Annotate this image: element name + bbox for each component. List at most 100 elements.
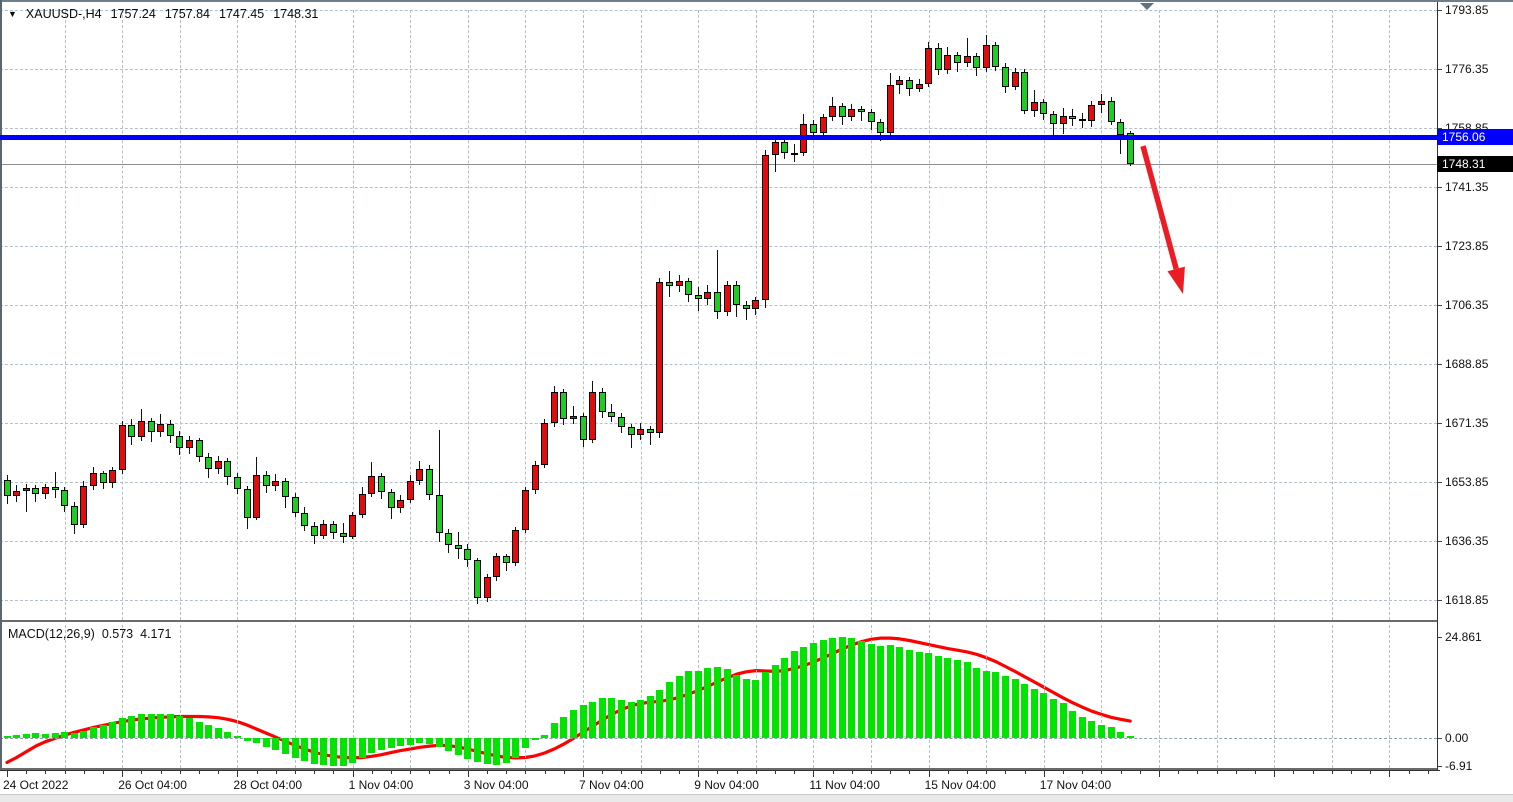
macd-histogram-bar [51,732,59,738]
macd-histogram-bar [1107,727,1115,738]
time-tick [103,771,104,774]
candle [713,292,721,313]
time-tick [295,771,296,774]
macd-histogram-bar [185,718,193,738]
v-gridline [179,625,181,768]
time-tick [1063,771,1064,774]
v-gridline [525,10,527,620]
macd-histogram-bar [435,738,443,747]
h-gridline [0,187,1437,188]
price-tick-label: 1671.35 [1445,416,1489,430]
v-gridline [813,10,815,620]
macd-histogram-bar [541,735,549,738]
price-axis[interactable]: 1793.85 1776.35 1758.85 1741.35 1723.85 1706.… [1437,0,1513,622]
macd-histogram-bar [320,738,328,765]
macd-zero-line [0,738,1437,739]
candle [541,422,549,465]
macd-histogram-bar [445,738,453,751]
candle [1011,71,1019,88]
macd-histogram-bar [761,672,769,738]
symbol-name: XAUUSD-,H4 [25,7,102,21]
candle [109,470,117,483]
v-gridline [467,10,469,620]
candle [944,55,952,71]
candle [425,469,433,495]
macd-histogram-bar [233,735,241,738]
candle-wick [745,300,747,321]
time-tick [1178,771,1180,774]
time-tick [621,771,623,774]
macd-histogram-bar [339,738,347,767]
time-tick [352,771,354,777]
macd-histogram-bar [550,722,558,738]
time-tick [813,771,815,777]
macd-histogram-bar [790,651,798,738]
candle [502,556,510,564]
candle [368,476,376,494]
macd-histogram-bar [656,690,664,738]
time-tick [1408,771,1410,774]
v-gridline [467,625,469,768]
candle [387,492,395,508]
time-tick [736,771,738,774]
candle [329,524,337,534]
candle-wick [25,483,27,512]
macd-histogram-bar [896,647,904,738]
price-tick [1437,69,1442,70]
candle [464,548,472,561]
macd-histogram-bar [953,659,961,738]
candle [1126,133,1134,164]
symbol-dropdown-icon[interactable]: ▼ [8,9,17,19]
macd-pane[interactable]: MACD(12,26,9) 0.573 4.171 [0,623,1437,770]
main-chart-pane[interactable] [0,0,1437,622]
candle [1040,102,1048,114]
candle [157,423,165,432]
macd-histogram-bar [99,724,107,738]
macd-histogram-bar [137,714,145,738]
macd-histogram-bar [329,738,337,766]
macd-tick-label: 0.00 [1445,731,1469,745]
candle [1097,100,1105,105]
candle [656,281,664,434]
time-tick [256,771,258,774]
macd-histogram-bar [685,671,693,738]
price-tick [1437,541,1442,542]
candle [272,480,280,487]
time-tick [986,771,988,774]
time-tick [218,771,220,774]
time-tick-label: 24 Oct 2022 [3,778,69,792]
candle-wick [966,38,968,68]
time-tick [1139,771,1141,774]
time-axis[interactable]: 24 Oct 2022 26 Oct 04:00 28 Oct 04:00 1 Nov… [0,771,1513,794]
macd-signal-value: 4.171 [140,627,172,641]
candle [339,533,347,537]
time-tick [717,771,719,774]
v-gridline [1216,10,1218,620]
macd-histogram-bar [425,738,433,745]
candle [483,577,491,599]
candle [1001,66,1009,88]
macd-histogram-bar [483,738,491,765]
macd-histogram-bar [349,738,357,764]
macd-histogram-bar [493,738,501,765]
candle [781,141,789,153]
candle [3,480,11,496]
candle [589,391,597,440]
time-tick [832,771,834,774]
time-tick-label: 3 Nov 04:00 [463,778,529,792]
candle [569,416,577,420]
candle [608,412,616,418]
candle [694,294,702,300]
candle [493,556,501,578]
macd-axis[interactable]: 24.861 0.00 -6.91 [1437,623,1513,773]
candle [617,417,625,427]
macd-histogram-bar [70,733,78,738]
macd-histogram-bar [3,735,11,738]
macd-histogram-bar [944,657,952,738]
time-tick [45,771,47,774]
chart-shift-marker-icon[interactable] [1140,3,1154,10]
macd-histogram-bar [934,655,942,738]
candle-wick [342,523,344,543]
v-gridline [352,625,354,768]
horizontal-line-object[interactable] [0,134,1437,140]
